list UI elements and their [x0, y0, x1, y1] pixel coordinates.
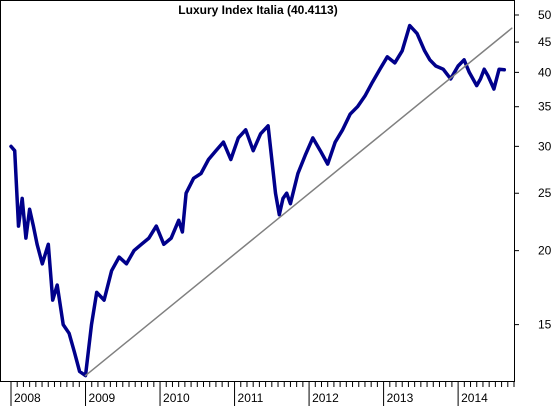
x-tick-label: 2008	[14, 391, 41, 405]
x-tick-label: 2013	[387, 391, 414, 405]
y-tick-label: 25	[538, 186, 551, 200]
x-tick-label: 2010	[163, 391, 190, 405]
y-axis: 15 20 25 30 35 40 45 50	[514, 8, 551, 332]
y-tick-label: 45	[538, 35, 551, 49]
y-tick-label: 20	[538, 244, 551, 258]
x-tick-label: 2009	[89, 391, 116, 405]
y-tick-label: 15	[538, 318, 551, 332]
y-tick-label: 40	[538, 65, 551, 79]
series-layer	[9, 23, 513, 378]
trend-line	[84, 27, 513, 377]
plot-frame	[0, 0, 515, 382]
y-tick-label: 50	[538, 8, 551, 22]
x-tick-label: 2014	[461, 391, 488, 405]
y-tick-label: 30	[538, 139, 551, 153]
index-price-line	[9, 23, 507, 378]
y-tick-label: 35	[538, 100, 551, 114]
x-axis: 2008 2009 2010 2011 2012 2013 2014	[10, 382, 515, 406]
x-tick-label: 2012	[312, 391, 339, 405]
x-tick-label: 2011	[238, 391, 264, 405]
chart-title: Luxury Index Italia (40.4113)	[178, 3, 337, 17]
